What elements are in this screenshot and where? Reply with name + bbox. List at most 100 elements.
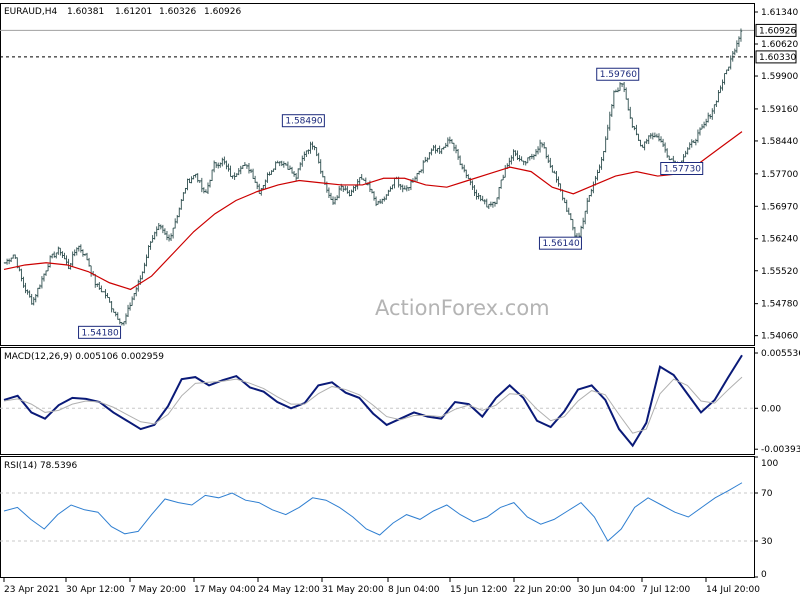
price-bar [661,138,665,147]
price-bar [73,249,76,257]
price-bar [184,187,187,194]
price-tick-label: 1.55520 [761,267,798,277]
price-bar [618,82,622,92]
price-bar [381,198,384,205]
macd-signal-line [3,376,743,434]
price-bar [460,163,464,170]
macd-tick-label: 0.00 [761,404,781,414]
price-bar [149,241,152,250]
x-tick-label: 7 May 20:00 [130,585,186,595]
price-bar [61,251,64,258]
price-bar [57,246,60,255]
annotation-frame [660,161,704,175]
price-bar [208,179,212,188]
price-bar [217,162,220,169]
price-bar [260,188,263,196]
price-bar [204,189,208,193]
price-annotation: 1.59760 [596,67,640,81]
price-bar [176,214,179,224]
rsi-tick-label: 0 [761,570,767,580]
price-bar [569,213,573,221]
price-bar [143,262,146,274]
price-bar [565,199,568,212]
price-bar [159,224,163,230]
price-bar [81,249,85,257]
price-bar [42,273,46,282]
price-bar [219,162,222,168]
price-bar [522,160,525,166]
price-bar [114,311,117,317]
price-bar [426,157,429,163]
header-open: 1.60381 [67,7,104,17]
price-bar [22,276,25,288]
price-bar [715,100,718,108]
price-bar [711,108,714,120]
price-bar [622,81,626,93]
annotation-label: 1.59760 [600,70,637,80]
price-bar [526,157,529,164]
price-bar [551,164,554,173]
macd-panel-frame [0,347,755,455]
price-bar [63,252,66,260]
rsi-panel-frame [0,456,755,578]
price-bar [563,197,566,204]
price-bar [337,186,341,199]
price-bar [620,83,624,88]
price-bar [178,207,181,218]
price-bar [659,136,663,143]
price-bar [686,147,689,155]
annotation-frame [281,114,325,128]
rsi-line [3,482,743,542]
price-bar [120,322,124,326]
price-bar [436,148,439,153]
price-bar [192,175,195,180]
price-tick-label: 1.60620 [761,40,798,50]
price-bar [239,165,242,175]
price-bar [520,156,523,162]
price-bar [430,148,433,156]
header-low: 1.60326 [159,7,196,17]
price-bar [98,282,101,290]
header-close: 1.60926 [204,7,241,17]
price-bar [590,188,593,197]
price-bar [372,191,376,201]
price-bar [356,179,359,190]
price-bar [83,253,87,257]
price-tick-label: 1.56970 [761,202,798,212]
price-bar [155,226,158,237]
price-bar [276,160,279,164]
price-bar [108,297,111,303]
price-bar [305,150,308,158]
price-bar [227,163,230,172]
price-bar [467,174,470,180]
moving-average-layer [3,131,743,291]
annotation-frame [538,236,582,250]
price-bar [188,178,191,184]
price-bar [214,162,218,168]
price-bar [510,155,513,165]
price-bar [282,161,286,168]
price-bar [14,254,17,259]
price-bar [299,162,302,171]
price-bar [491,201,495,208]
price-bar [450,138,454,144]
price-bar [67,258,70,270]
price-bar [223,156,226,165]
price-bar [378,199,382,204]
price-bar [401,184,404,193]
moving-average-line [3,131,743,291]
price-bar [485,198,488,208]
price-bar [694,138,698,146]
price-bar [165,230,169,241]
price-bar [210,169,214,182]
price-bar [583,210,587,225]
price-bar [124,313,128,325]
price-bar [733,48,737,56]
price-bar [637,133,640,141]
price-bar [530,153,534,160]
price-bar [335,195,339,201]
price-bar [46,263,50,272]
price-bar [249,168,253,173]
reference-price-box: 1.60330 [755,50,797,64]
